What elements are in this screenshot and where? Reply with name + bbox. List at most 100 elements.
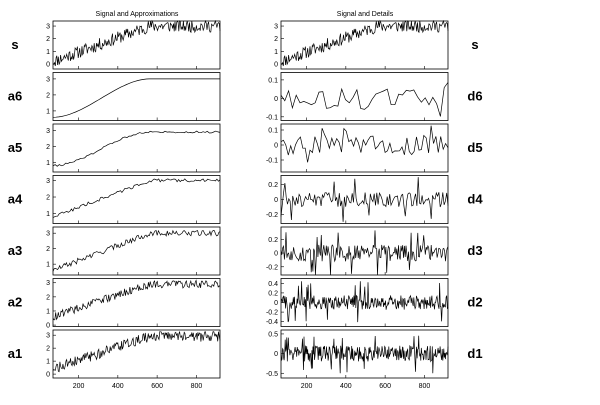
y-tick-label: 0.2 — [268, 290, 278, 297]
panel-left-a1: 0 1 2 3 200 400 600 800 a1 — [8, 329, 221, 390]
series-line-a5 — [52, 130, 221, 167]
panel-frame — [52, 175, 221, 224]
row-label-d4: d4 — [467, 192, 483, 207]
row-label-a5: a5 — [8, 140, 22, 155]
y-tick-label: -0.2 — [266, 212, 278, 219]
series-line-s — [280, 19, 449, 67]
panel-right-d2: -0.4 -0.2 0 0.2 0.4 d2 — [266, 278, 483, 327]
y-tick-label: -0.2 — [266, 264, 278, 271]
x-tick-label: 200 — [301, 383, 313, 390]
panel-frame — [52, 278, 221, 327]
x-tick-label: 600 — [151, 383, 163, 390]
y-tick-label: 3 — [46, 76, 50, 83]
x-tick-label: 200 — [73, 383, 85, 390]
panel-right-d3: -0.2 0 0.2 d3 — [266, 226, 483, 276]
y-tick-label: 3 — [46, 178, 50, 185]
y-tick-label: 1 — [46, 49, 50, 56]
y-tick-label: 1 — [46, 308, 50, 315]
panel-left-a6: 1 2 3 a6 — [8, 72, 221, 121]
y-tick-label: 2 — [46, 92, 50, 99]
series-line-d3 — [280, 230, 449, 276]
series-line-a6 — [52, 78, 220, 118]
y-tick-label: 1 — [46, 359, 50, 366]
y-tick-label: 3 — [46, 231, 50, 238]
row-label-a3: a3 — [8, 243, 22, 258]
row-label-a6: a6 — [8, 89, 22, 104]
y-tick-label: 0 — [46, 372, 50, 379]
row-label-d3: d3 — [467, 243, 482, 258]
y-tick-label: -0.5 — [266, 371, 278, 378]
series-line-d1 — [280, 335, 449, 374]
row-label-d1: d1 — [467, 346, 482, 361]
series-line-d4 — [280, 177, 449, 222]
x-tick-label: 400 — [112, 383, 124, 390]
panel-left-a4: 1 2 3 a4 — [8, 175, 221, 224]
row-label-s: s — [11, 37, 18, 52]
series-line-a1 — [52, 331, 221, 373]
row-label-d6: d6 — [467, 89, 482, 104]
y-tick-label: 0.1 — [268, 77, 278, 84]
y-tick-label: 2 — [274, 36, 278, 43]
y-tick-label: 1 — [46, 108, 50, 115]
panel-right-d4: -0.2 0 0.2 d4 — [266, 175, 483, 224]
y-tick-label: 0 — [274, 143, 278, 150]
y-tick-label: -0.4 — [266, 319, 278, 326]
y-tick-label: 3 — [46, 24, 50, 31]
panel-left-a3: 1 2 3 a3 — [8, 226, 221, 276]
y-tick-label: -0.1 — [266, 114, 278, 121]
y-tick-label: 0 — [274, 300, 278, 307]
panel-left-a5: 1 2 3 a5 — [8, 123, 221, 173]
y-tick-label: 0.4 — [268, 281, 278, 288]
panel-left-s: 0 1 2 3 s — [11, 19, 221, 70]
y-tick-label: 0 — [46, 61, 50, 68]
row-label-a4: a4 — [8, 192, 23, 207]
panel-right-d5: -0.1 0 0.1 d5 — [266, 123, 483, 173]
y-tick-label: 3 — [46, 280, 50, 287]
left-column-title: Signal and Approximations — [96, 11, 179, 18]
y-tick-label: 0.2 — [268, 237, 278, 244]
panel-right-d1: -0.5 0 0.5 200 400 600 800 d1 — [266, 329, 483, 390]
panel-frame — [52, 226, 221, 276]
y-tick-label: 1 — [46, 160, 50, 167]
row-label-d5: d5 — [467, 140, 482, 155]
y-tick-label: 3 — [274, 24, 278, 31]
y-tick-label: 0.2 — [268, 182, 278, 189]
series-line-d6 — [280, 82, 449, 117]
series-line-d5 — [280, 125, 449, 163]
y-tick-label: 2 — [46, 36, 50, 43]
x-tick-label: 600 — [379, 383, 391, 390]
y-tick-label: 0 — [274, 61, 278, 68]
y-tick-label: 2 — [46, 144, 50, 151]
panel-left-a2: 0 1 2 3 a2 — [8, 278, 221, 330]
panel-frame — [280, 278, 449, 327]
y-tick-label: 2 — [46, 195, 50, 202]
panel-right-d6: -0.1 0 0.1 d6 — [266, 72, 483, 121]
panel-right-s: 0 1 2 3 s — [274, 19, 479, 70]
y-tick-label: 1 — [46, 211, 50, 218]
row-label-a1: a1 — [8, 346, 22, 361]
series-line-d2 — [280, 281, 449, 323]
x-tick-label: 800 — [419, 383, 431, 390]
panel-frame — [52, 123, 221, 173]
y-tick-label: 0 — [274, 351, 278, 358]
y-tick-label: 0 — [274, 251, 278, 258]
y-tick-label: 2 — [46, 346, 50, 353]
y-tick-label: 3 — [46, 333, 50, 340]
series-line-a2 — [52, 279, 221, 321]
x-tick-label: 800 — [191, 383, 203, 390]
panel-frame — [280, 123, 449, 173]
series-line-s — [52, 19, 221, 67]
panel-frame — [52, 72, 221, 121]
panel-frame — [52, 329, 221, 379]
series-line-a3 — [52, 229, 221, 272]
series-line-a4 — [52, 178, 221, 218]
y-tick-label: 2 — [46, 294, 50, 301]
row-label-s: s — [471, 37, 478, 52]
y-tick-label: 0 — [274, 96, 278, 103]
right-column-title: Signal and Details — [337, 11, 394, 18]
y-tick-label: -0.2 — [266, 310, 278, 317]
row-label-a2: a2 — [8, 295, 22, 310]
row-label-d2: d2 — [467, 295, 482, 310]
